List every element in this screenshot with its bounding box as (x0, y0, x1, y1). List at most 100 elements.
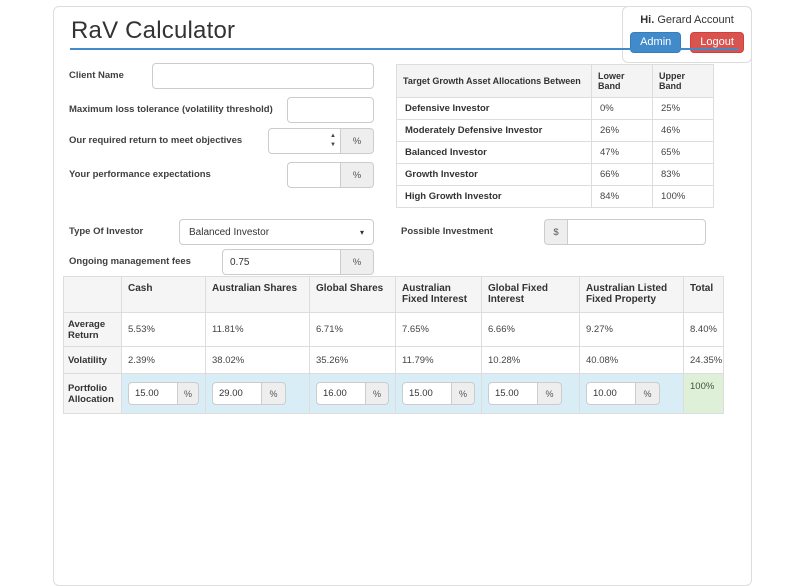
column-header-global-fixed-interest: Global Fixed Interest (481, 276, 580, 313)
chevron-down-icon: ▾ (359, 227, 364, 237)
allocation-input-group: % (212, 382, 303, 405)
main-panel: RaV Calculator Hi. Gerard Account Admin … (53, 6, 752, 586)
portfolio-allocation-row: Portfolio Allocation % % % % % % 100% (63, 373, 724, 414)
cell-value: 11.81% (205, 312, 310, 347)
cell-value: 35.26% (309, 346, 396, 374)
allocation-input-group: % (316, 382, 389, 405)
cell-value: 38.02% (205, 346, 310, 374)
table-row: High Growth Investor 84% 100% (396, 185, 714, 208)
number-spinner-icon[interactable]: ▲ ▼ (330, 133, 336, 148)
investor-label: Defensive Investor (396, 97, 592, 120)
investor-type-label: Type Of Investor (69, 226, 144, 237)
column-header-australian-listed-fixed-property: Australian Listed Fixed Property (579, 276, 684, 313)
percent-addon: % (366, 382, 389, 405)
table-row: Balanced Investor 47% 65% (396, 141, 714, 164)
max-loss-label: Maximum loss tolerance (volatility thres… (69, 104, 273, 115)
investor-type-select[interactable]: Balanced Investor ▾ (179, 219, 374, 245)
average-return-row: Average Return 5.53% 11.81% 6.71% 7.65% … (63, 312, 724, 347)
allocation-table: Cash Australian Shares Global Shares Aus… (63, 276, 724, 414)
lower-band-value: 26% (591, 119, 653, 142)
cell-value: 6.71% (309, 312, 396, 347)
client-name-input[interactable] (152, 63, 374, 89)
dollar-addon: $ (544, 219, 567, 245)
cell-value: 10.28% (481, 346, 580, 374)
percent-addon: % (341, 162, 374, 188)
performance-input[interactable] (287, 162, 341, 188)
allocation-total-value: 100% (683, 373, 724, 414)
investor-label: Balanced Investor (396, 141, 592, 164)
lower-band-value: 47% (591, 141, 653, 164)
cell-value: 6.66% (481, 312, 580, 347)
volatility-row: Volatility 2.39% 38.02% 35.26% 11.79% 10… (63, 346, 724, 374)
percent-addon: % (262, 382, 286, 405)
table-row: Moderately Defensive Investor 26% 46% (396, 119, 714, 142)
column-header-australian-fixed-interest: Australian Fixed Interest (395, 276, 482, 313)
cell-value: 8.40% (683, 312, 724, 347)
percent-addon: % (452, 382, 475, 405)
allocation-input-australian-listed-fixed-property[interactable] (586, 382, 636, 405)
required-return-label: Our required return to meet objectives (69, 135, 243, 146)
admin-button[interactable]: Admin (630, 32, 682, 53)
row-header: Average Return (63, 312, 122, 347)
percent-addon: % (341, 128, 374, 154)
fees-group: % (222, 249, 374, 275)
allocation-input-global-fixed-interest[interactable] (488, 382, 538, 405)
cell-value: 2.39% (121, 346, 206, 374)
percent-addon: % (178, 382, 199, 405)
logout-button[interactable]: Logout (690, 32, 744, 53)
allocation-input-cash[interactable] (128, 382, 178, 405)
lower-band-value: 0% (591, 97, 653, 120)
column-header-cash: Cash (121, 276, 206, 313)
max-loss-input[interactable] (287, 97, 374, 123)
cell-value: 5.53% (121, 312, 206, 347)
percent-addon: % (538, 382, 562, 405)
allocation-input-australian-shares[interactable] (212, 382, 262, 405)
performance-label: Your performance expectations (69, 169, 211, 180)
column-header-australian-shares: Australian Shares (205, 276, 310, 313)
required-return-input[interactable] (268, 128, 341, 154)
fees-input[interactable] (222, 249, 341, 275)
upper-band-value: 83% (652, 163, 714, 186)
greeting-prefix: Hi. (640, 14, 655, 26)
investor-type-value: Balanced Investor (189, 226, 270, 238)
cell-value: 40.08% (579, 346, 684, 374)
lower-band-value: 66% (591, 163, 653, 186)
bands-table: Target Growth Asset Allocations Between … (396, 64, 714, 208)
allocation-input-group: % (488, 382, 573, 405)
upper-band-value: 25% (652, 97, 714, 120)
allocation-input-group: % (586, 382, 677, 405)
percent-addon: % (341, 249, 374, 275)
investor-label: Moderately Defensive Investor (396, 119, 592, 142)
bands-header-main: Target Growth Asset Allocations Between (396, 64, 592, 98)
allocation-header-row: Cash Australian Shares Global Shares Aus… (63, 276, 724, 313)
table-row: Growth Investor 66% 83% (396, 163, 714, 186)
possible-investment-group: $ (544, 219, 706, 245)
possible-investment-input[interactable] (567, 219, 706, 245)
lower-band-value: 84% (591, 185, 653, 208)
upper-band-value: 100% (652, 185, 714, 208)
table-row: Defensive Investor 0% 25% (396, 97, 714, 120)
allocation-input-group: % (402, 382, 475, 405)
user-greeting: Hi. Gerard Account (623, 14, 751, 26)
title-underline (70, 48, 738, 50)
bands-header-lower: Lower Band (591, 64, 653, 98)
column-header-global-shares: Global Shares (309, 276, 396, 313)
performance-group: % (287, 162, 374, 188)
fees-label: Ongoing management fees (69, 256, 191, 267)
investor-label: High Growth Investor (396, 185, 592, 208)
upper-band-value: 46% (652, 119, 714, 142)
cell-value: 24.35% (683, 346, 724, 374)
row-header: Volatility (63, 346, 122, 374)
cell-value: 7.65% (395, 312, 482, 347)
allocation-input-global-shares[interactable] (316, 382, 366, 405)
required-return-group: ▲ ▼ % (268, 128, 374, 154)
row-header: Portfolio Allocation (63, 373, 122, 414)
possible-investment-label: Possible Investment (401, 226, 493, 237)
page-title: RaV Calculator (71, 17, 236, 44)
cell-value: 9.27% (579, 312, 684, 347)
cell-value: 11.79% (395, 346, 482, 374)
bands-header-row: Target Growth Asset Allocations Between … (396, 64, 714, 98)
allocation-input-group: % (128, 382, 199, 405)
greeting-name: Gerard Account (654, 14, 734, 26)
allocation-input-australian-fixed-interest[interactable] (402, 382, 452, 405)
